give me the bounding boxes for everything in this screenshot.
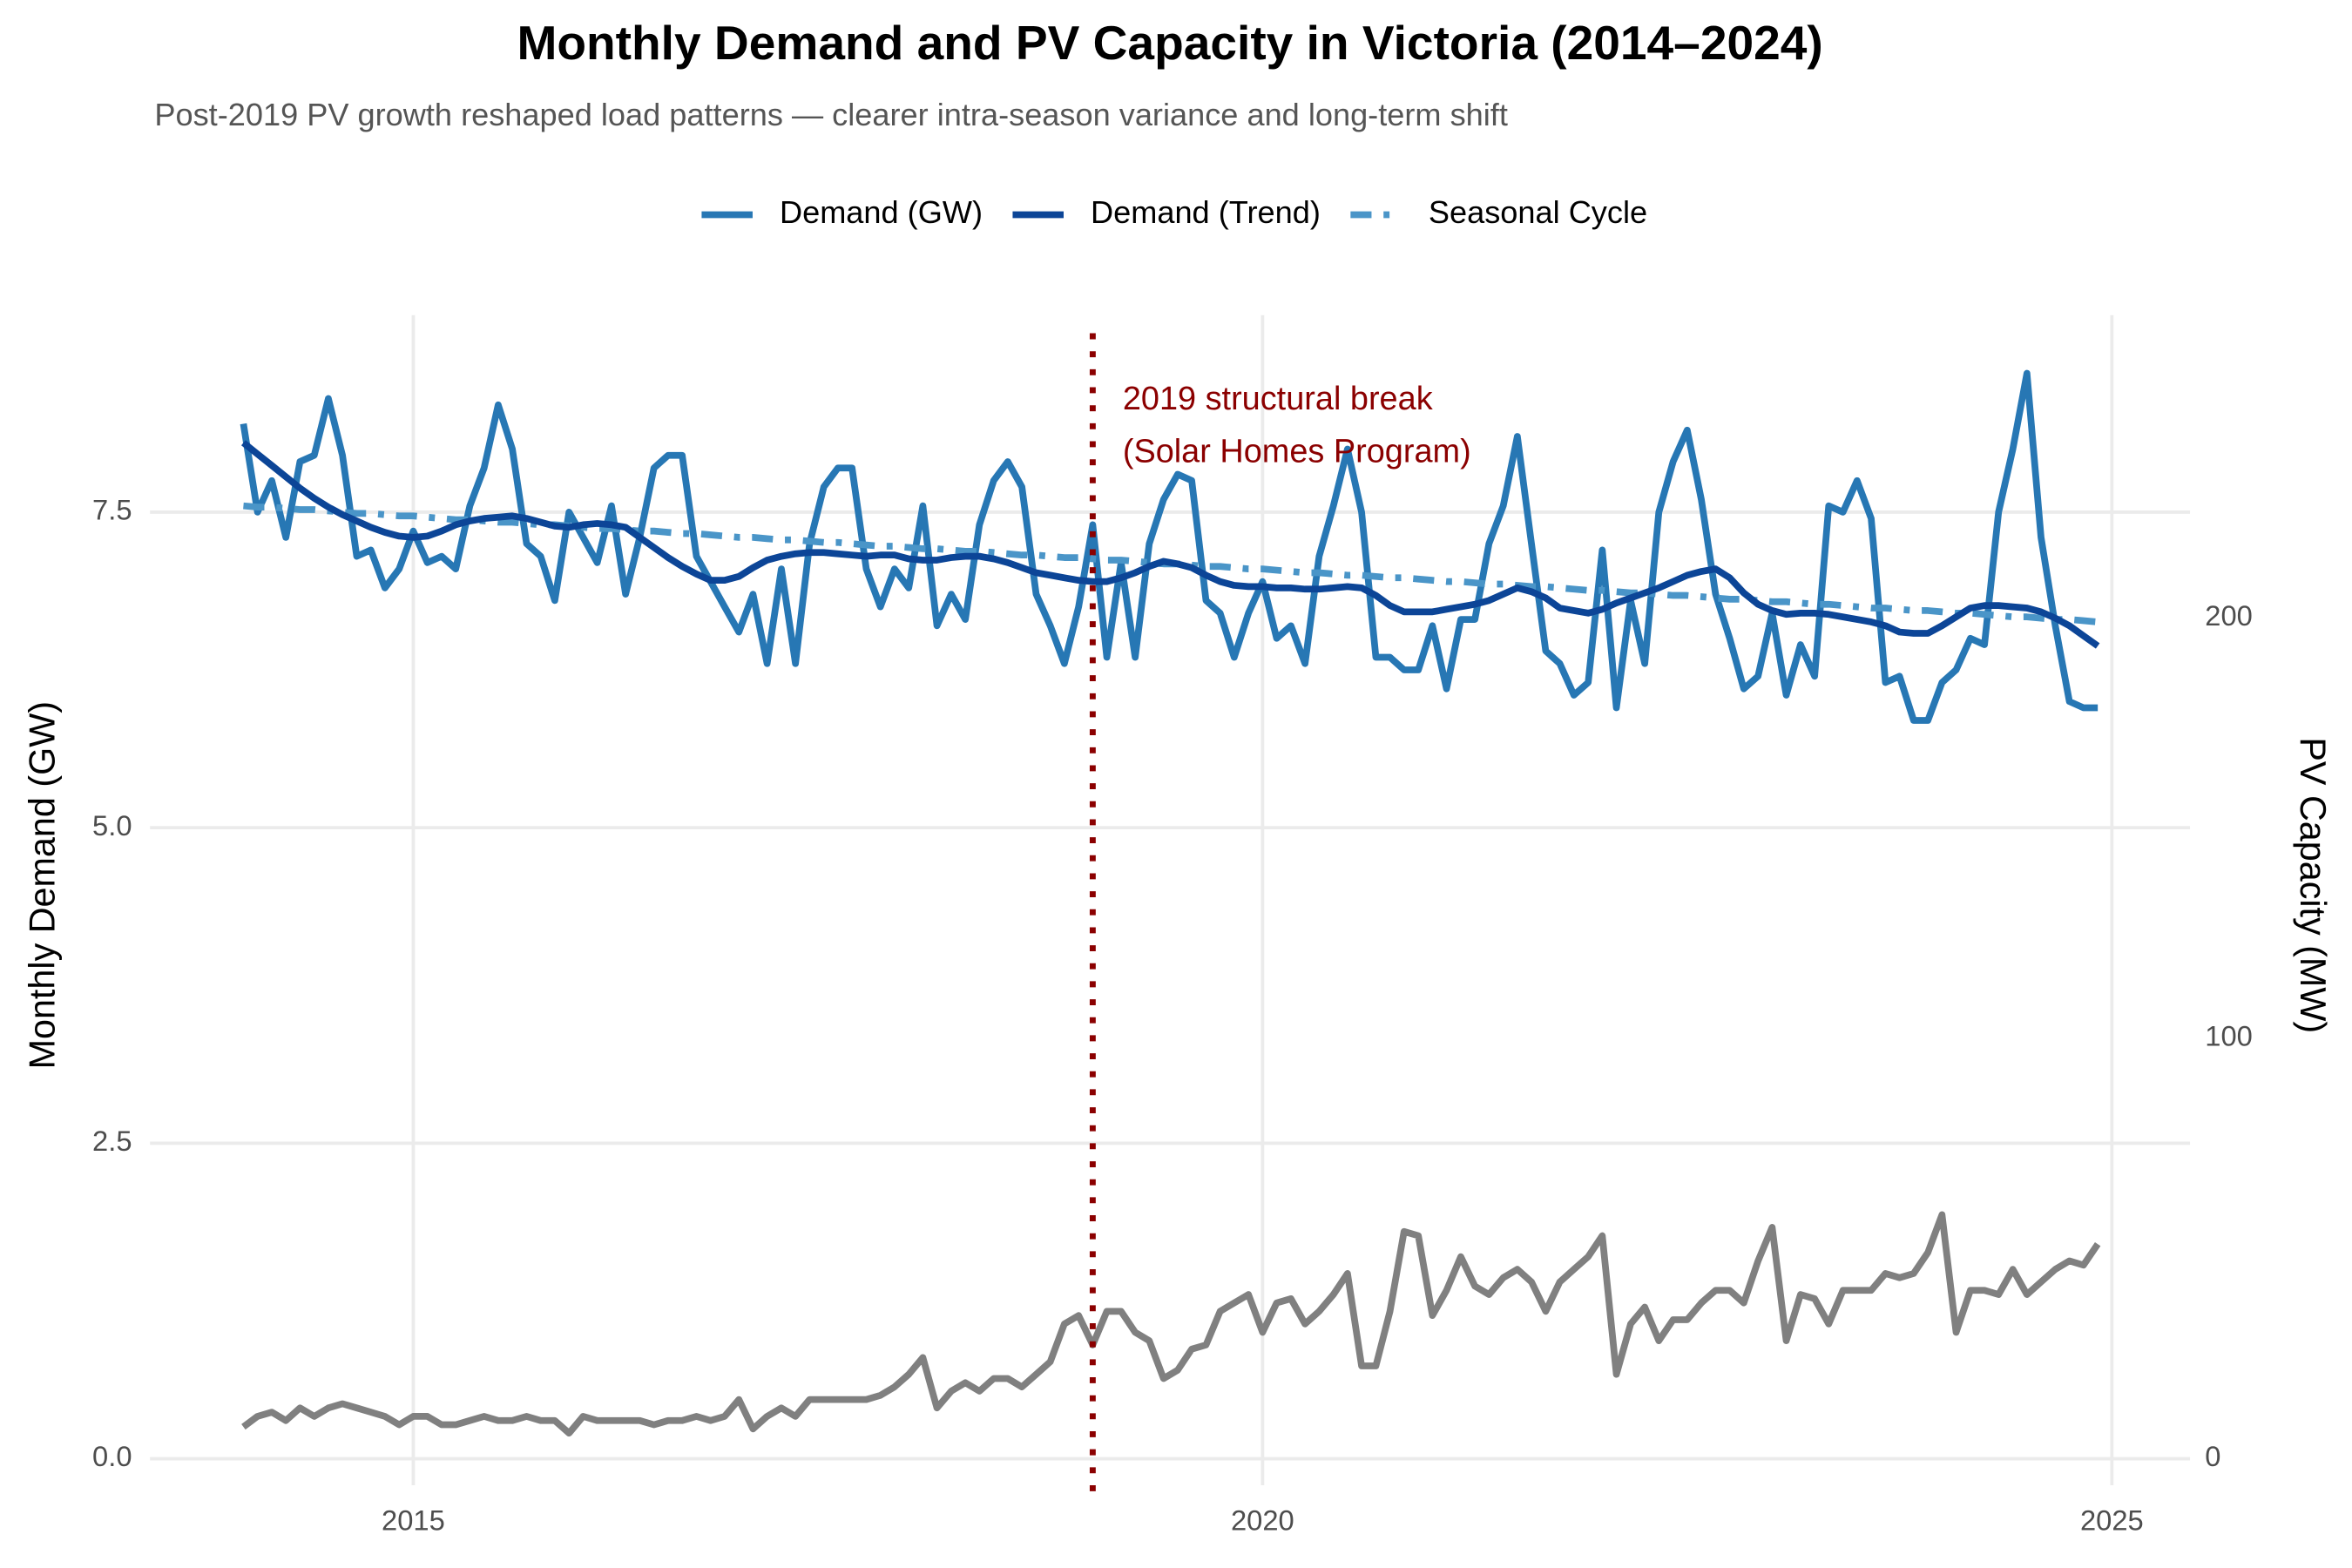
series-line <box>241 1211 2101 1437</box>
legend-label: Demand (Trend) <box>1091 194 1321 230</box>
plot: 2019 structural break (Solar Homes Progra… <box>240 333 2101 1493</box>
y2-tick-label: 200 <box>2205 599 2253 632</box>
y-axis-title: Monthly Demand (GW) <box>23 701 63 1069</box>
y2-axis-title: PV Capacity (MW) <box>2293 737 2333 1033</box>
annotation-text: (Solar Homes Program) <box>1123 433 1471 470</box>
legend: Demand (GW) Demand (Trend) Seasonal Cycle <box>701 194 1647 230</box>
series-line <box>240 369 2099 724</box>
x-tick-label: 2025 <box>2080 1504 2144 1537</box>
x-tick-label: 2015 <box>382 1504 445 1537</box>
chart-subtitle: Post-2019 PV growth reshaped load patter… <box>154 97 1508 132</box>
y-tick-label: 2.5 <box>92 1125 132 1157</box>
y-tick-label: 5.0 <box>92 809 132 841</box>
y-tick-label: 7.5 <box>92 494 132 526</box>
annotation-text: 2019 structural break <box>1123 381 1433 417</box>
legend-label: Demand (GW) <box>780 194 983 230</box>
y2-tick-label: 0 <box>2205 1440 2220 1472</box>
grid <box>150 314 2191 1486</box>
chart-title: Monthly Demand and PV Capacity in Victor… <box>517 16 1822 70</box>
series-line <box>241 440 2100 649</box>
x-tick-label: 2020 <box>1231 1504 1294 1537</box>
y2-tick-label: 100 <box>2205 1020 2253 1052</box>
y-tick-label: 0.0 <box>92 1440 132 1472</box>
legend-label: Seasonal Cycle <box>1429 194 1647 230</box>
